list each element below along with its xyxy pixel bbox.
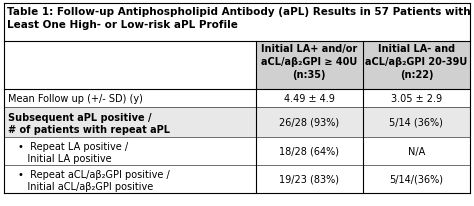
Bar [4, 108, 470, 137]
Text: 5/14 (36%): 5/14 (36%) [390, 117, 443, 127]
Text: 5/14/(36%): 5/14/(36%) [390, 174, 443, 184]
Text: (n:22): (n:22) [400, 70, 433, 80]
Text: 26/28 (93%): 26/28 (93%) [279, 117, 339, 127]
Text: aCL/aβ₂GPI ≥ 40U: aCL/aβ₂GPI ≥ 40U [261, 57, 357, 67]
Text: •  Repeat aCL/aβ₂GPI positive /: • Repeat aCL/aβ₂GPI positive / [18, 169, 170, 179]
Text: Initial LA- and: Initial LA- and [378, 44, 455, 54]
Text: •  Repeat LA positive /: • Repeat LA positive / [18, 141, 128, 151]
Text: Initial LA+ and/or: Initial LA+ and/or [261, 44, 357, 54]
Text: Subsequent aPL positive /: Subsequent aPL positive / [8, 112, 152, 122]
Text: 4.49 ± 4.9: 4.49 ± 4.9 [284, 94, 335, 103]
Text: N/A: N/A [408, 146, 425, 156]
Text: 3.05 ± 2.9: 3.05 ± 2.9 [391, 94, 442, 103]
Bar [255, 42, 470, 90]
Text: Initial LA positive: Initial LA positive [18, 153, 111, 163]
Text: (n:35): (n:35) [292, 70, 326, 80]
Text: Mean Follow up (+/- SD) (y): Mean Follow up (+/- SD) (y) [8, 94, 143, 103]
Text: 18/28 (64%): 18/28 (64%) [279, 146, 339, 156]
Text: Initial aCL/aβ₂GPI positive: Initial aCL/aβ₂GPI positive [18, 181, 153, 191]
Bar [4, 4, 470, 42]
Text: Table 1: Follow-up Antiphospholipid Antibody (aPL) Results in 57 Patients with a: Table 1: Follow-up Antiphospholipid Anti… [7, 7, 474, 17]
Text: Least One High- or Low-risk aPL Profile: Least One High- or Low-risk aPL Profile [7, 20, 238, 30]
Text: 19/23 (83%): 19/23 (83%) [279, 174, 339, 184]
Text: # of patients with repeat aPL: # of patients with repeat aPL [8, 124, 170, 134]
Text: aCL/aβ₂GPI 20-39U: aCL/aβ₂GPI 20-39U [365, 57, 467, 67]
